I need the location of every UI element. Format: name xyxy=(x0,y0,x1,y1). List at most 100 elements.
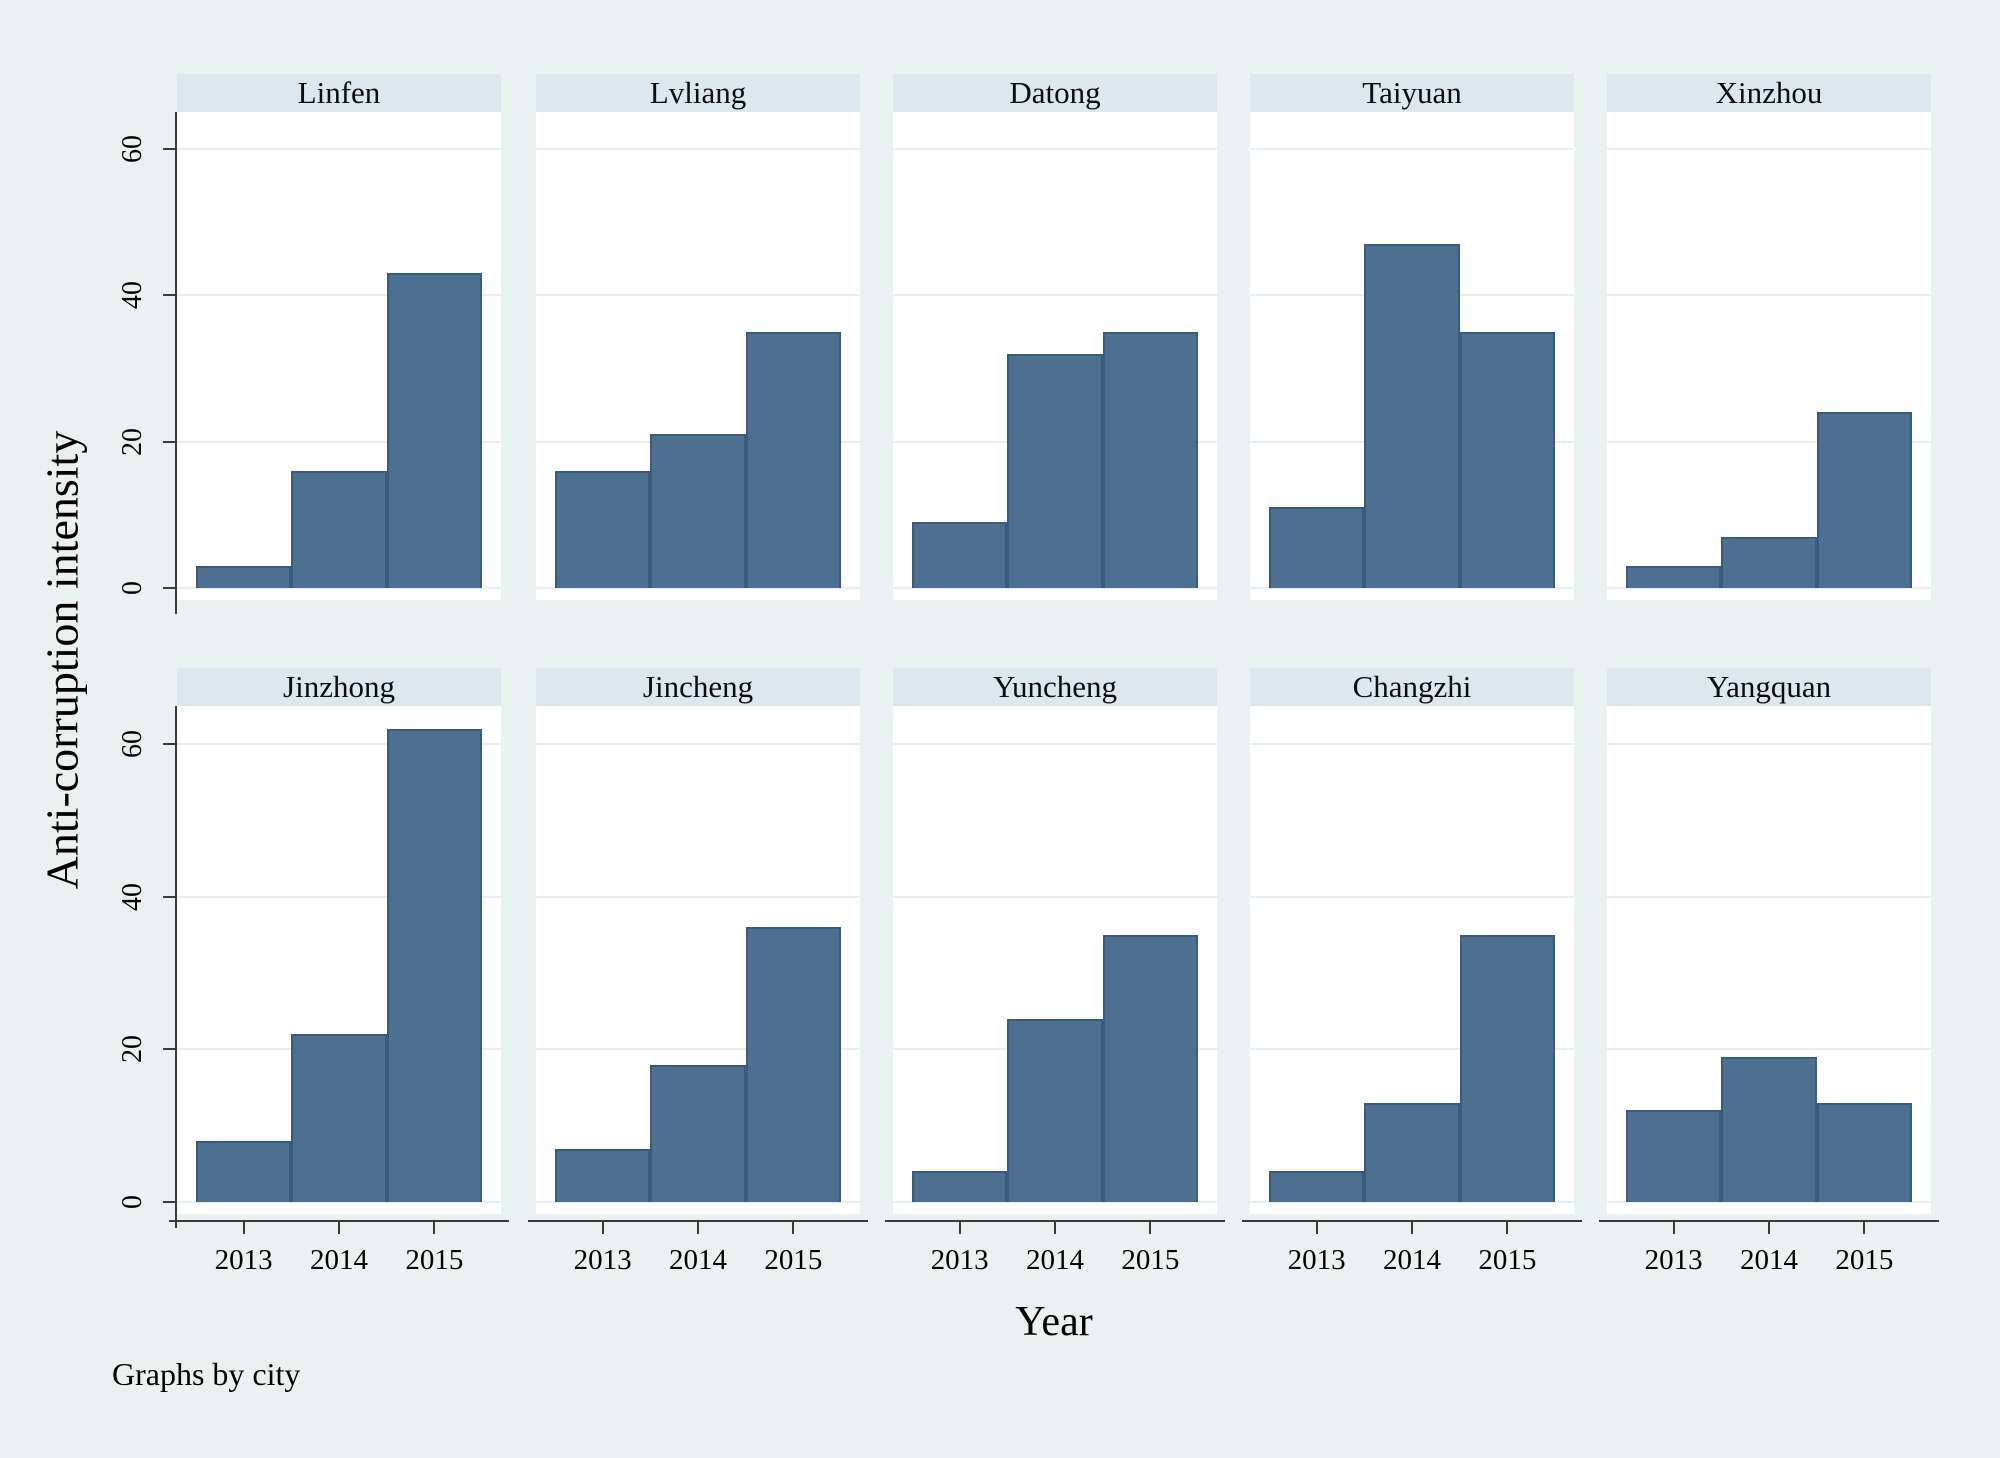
bar-jincheng-2013 xyxy=(555,1148,651,1202)
y-tick-40 xyxy=(163,895,175,898)
gridline-y0 xyxy=(177,587,501,589)
bar-datong-2013 xyxy=(912,522,1008,588)
x-axis-line-jincheng xyxy=(528,1220,868,1222)
gridline-y60 xyxy=(536,743,860,746)
x-tick-label-yangquan-2014: 2014 xyxy=(1740,1244,1798,1276)
y-tick-label-40: 40 xyxy=(117,882,148,911)
x-tick-label-changzhi-2014: 2014 xyxy=(1383,1244,1441,1276)
gridline-y0 xyxy=(536,587,860,589)
x-tick-label-yuncheng-2013: 2013 xyxy=(930,1244,989,1276)
gridline-y0 xyxy=(177,1201,501,1203)
y-tick-label-60: 60 xyxy=(117,134,148,163)
x-tick-label-jinzhong-2014: 2014 xyxy=(310,1244,368,1276)
y-tick-label-40: 40 xyxy=(117,281,148,310)
gridline-y20 xyxy=(536,1048,860,1051)
x-tick-yangquan-2013 xyxy=(1672,1222,1675,1234)
facet-caption: Graphs by city xyxy=(112,1356,301,1392)
facet-title-lvliang: Lvliang xyxy=(536,74,860,112)
facet-title-jincheng: Jincheng xyxy=(536,668,860,706)
bar-jincheng-2015 xyxy=(745,927,841,1202)
bar-yangquan-2013 xyxy=(1626,1110,1722,1202)
gridline-y0 xyxy=(893,587,1217,589)
y-tick-60 xyxy=(163,743,175,746)
bar-lvliang-2015 xyxy=(745,331,841,588)
bar-linfen-2015 xyxy=(386,273,482,588)
x-tick-jinzhong-2014 xyxy=(338,1222,340,1234)
gridline-y0 xyxy=(536,1201,860,1203)
bar-xinzhou-2015 xyxy=(1816,412,1912,588)
x-tick-label-changzhi-2013: 2013 xyxy=(1287,1244,1346,1276)
x-tick-label-jinzhong-2013: 2013 xyxy=(214,1244,273,1276)
bar-datong-2015 xyxy=(1102,331,1198,588)
bar-yuncheng-2014 xyxy=(1007,1018,1103,1202)
bar-yuncheng-2013 xyxy=(912,1171,1008,1202)
y-tick-label-0: 0 xyxy=(117,581,148,595)
bar-yuncheng-2015 xyxy=(1102,934,1198,1202)
x-tick-yangquan-2015 xyxy=(1863,1222,1866,1234)
facet-panel-yangquan xyxy=(1607,706,1931,1214)
gridline-y40 xyxy=(1607,294,1931,297)
y-tick-20 xyxy=(163,1048,175,1051)
x-tick-jincheng-2013 xyxy=(601,1222,604,1234)
gridline-y60 xyxy=(1250,147,1574,150)
x-tick-jincheng-2014 xyxy=(697,1222,699,1234)
y-tick-0 xyxy=(163,587,175,589)
facet-title-datong: Datong xyxy=(893,74,1217,112)
y-axis-line xyxy=(175,112,177,614)
x-tick-jincheng-2015 xyxy=(792,1222,795,1234)
y-tick-60 xyxy=(163,147,175,150)
x-tick-label-yuncheng-2014: 2014 xyxy=(1026,1244,1084,1276)
x-tick-label-jincheng-2013: 2013 xyxy=(573,1244,632,1276)
gridline-y40 xyxy=(1250,895,1574,898)
y-tick-0 xyxy=(163,1201,175,1203)
bar-lvliang-2013 xyxy=(555,470,651,588)
facet-title-yuncheng: Yuncheng xyxy=(893,668,1217,706)
gridline-y40 xyxy=(893,895,1217,898)
x-axis-line-jinzhong xyxy=(169,1220,509,1222)
x-axis-line-yuncheng xyxy=(885,1220,1225,1222)
bar-datong-2014 xyxy=(1007,353,1103,588)
facet-panel-xinzhou xyxy=(1607,112,1931,600)
bar-lvliang-2014 xyxy=(650,434,746,588)
facet-panel-taiyuan xyxy=(1250,112,1574,600)
x-tick-changzhi-2014 xyxy=(1411,1222,1413,1234)
gridline-y20 xyxy=(1250,1048,1574,1051)
x-axis-line-yangquan xyxy=(1599,1220,1939,1222)
gridline-y40 xyxy=(177,895,501,898)
x-tick-label-jinzhong-2015: 2015 xyxy=(405,1244,464,1276)
x-tick-changzhi-2015 xyxy=(1506,1222,1509,1234)
facet-title-xinzhou: Xinzhou xyxy=(1607,74,1931,112)
gridline-y0 xyxy=(1250,1201,1574,1203)
facet-panel-lvliang xyxy=(536,112,860,600)
bar-taiyuan-2014 xyxy=(1364,243,1460,588)
y-tick-20 xyxy=(163,440,175,443)
gridline-y60 xyxy=(1250,743,1574,746)
x-tick-yuncheng-2015 xyxy=(1149,1222,1152,1234)
gridline-y40 xyxy=(536,294,860,297)
gridline-y40 xyxy=(177,294,501,297)
gridline-y60 xyxy=(1607,743,1931,746)
bar-changzhi-2015 xyxy=(1459,934,1555,1202)
gridline-y60 xyxy=(1607,147,1931,150)
gridline-y0 xyxy=(1607,1201,1931,1203)
x-tick-jinzhong-2013 xyxy=(242,1222,245,1234)
x-tick-label-yangquan-2015: 2015 xyxy=(1835,1244,1894,1276)
x-axis-line-changzhi xyxy=(1242,1220,1582,1222)
x-tick-yuncheng-2013 xyxy=(958,1222,961,1234)
x-tick-yuncheng-2014 xyxy=(1054,1222,1056,1234)
facet-panel-jinzhong xyxy=(177,706,501,1214)
y-tick-label-0: 0 xyxy=(117,1195,148,1209)
x-axis-title: Year xyxy=(1015,1299,1093,1345)
gridline-y0 xyxy=(893,1201,1217,1203)
y-axis-title: Anti-corruption intensity xyxy=(36,430,88,890)
bar-changzhi-2013 xyxy=(1269,1171,1365,1202)
facet-panel-linfen xyxy=(177,112,501,600)
y-tick-40 xyxy=(163,294,175,297)
x-tick-label-jincheng-2014: 2014 xyxy=(669,1244,727,1276)
y-axis-line xyxy=(175,706,177,1228)
bar-jinzhong-2013 xyxy=(196,1140,292,1202)
y-tick-label-20: 20 xyxy=(117,427,148,456)
gridline-y60 xyxy=(536,147,860,150)
gridline-y40 xyxy=(1607,895,1931,898)
gridline-y0 xyxy=(1607,587,1931,589)
